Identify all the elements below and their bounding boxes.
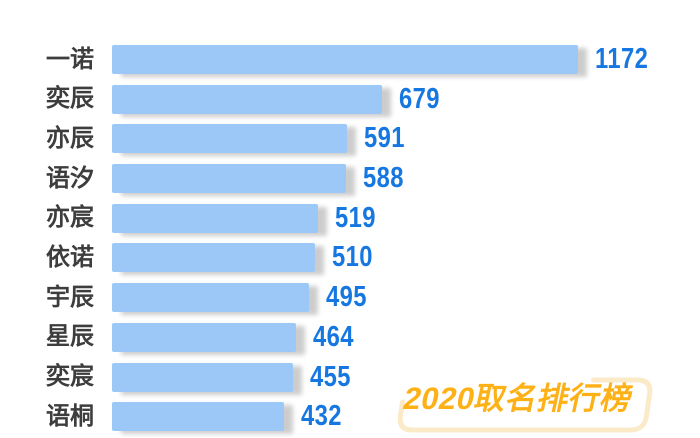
bar-category-label: 亦辰	[46, 124, 94, 152]
bar-row: 宇辰 495	[0, 281, 700, 314]
bar-value-label: 510	[331, 241, 373, 274]
bar-row: 星辰 464	[0, 320, 700, 353]
bar-row: 奕宸 455	[0, 360, 700, 393]
bar-category-label: 宇辰	[46, 283, 94, 311]
bar-category-label: 语桐	[46, 402, 94, 430]
bar-category-label: 奕宸	[46, 363, 94, 390]
bar-value-label: 464	[313, 320, 355, 353]
bar-chart: 一诺 1172 奕辰 679 亦辰 591 语汐 588 亦宸 519 依诺 510 宇辰 495 星辰 46…	[0, 45, 700, 433]
bar-value-label: 519	[335, 201, 377, 234]
bar-value-label: 588	[362, 162, 404, 195]
bar-category-label: 星辰	[46, 323, 94, 351]
bar	[112, 45, 578, 74]
bar	[112, 402, 284, 432]
bar-row: 依诺 510	[0, 241, 700, 274]
bar	[112, 84, 382, 114]
chart-title: 2020取名排行榜	[400, 381, 637, 416]
bar	[112, 243, 315, 273]
bar-value-label: 495	[325, 281, 367, 314]
bar	[112, 283, 309, 313]
title-badge: 2020取名排行榜	[388, 370, 668, 436]
bar	[112, 203, 319, 233]
bar-value-label: 432	[300, 400, 342, 433]
bar-value-label: 455	[309, 360, 351, 393]
bar-row: 语汐 588	[0, 162, 700, 195]
bar-category-label: 一诺	[46, 45, 94, 73]
bar-row: 亦辰 591	[0, 122, 700, 155]
bar-category-label: 奕辰	[46, 85, 94, 113]
badge-outline-frame-icon	[397, 377, 653, 433]
bar	[112, 362, 293, 392]
bar-row: 亦宸 519	[0, 201, 700, 234]
bar	[112, 322, 297, 352]
bar-category-label: 亦宸	[46, 204, 94, 232]
bar	[112, 164, 346, 194]
bar	[112, 124, 347, 154]
bar-category-label: 依诺	[46, 243, 94, 271]
bar-category-label: 语汐	[46, 164, 94, 192]
bar-value-label: 591	[363, 122, 405, 155]
bar-value-label: 1172	[595, 43, 649, 75]
bar-value-label: 679	[398, 82, 440, 115]
bar-row: 奕辰 679	[0, 82, 700, 115]
bar-row: 一诺 1172	[0, 45, 700, 74]
bar-row: 语桐 432	[0, 400, 700, 433]
